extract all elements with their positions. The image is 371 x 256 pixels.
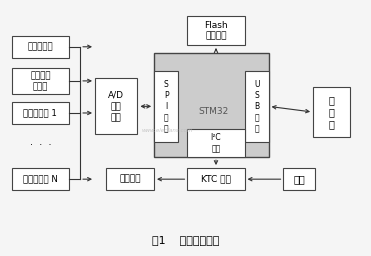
FancyBboxPatch shape: [283, 168, 315, 190]
Text: 温度传感器: 温度传感器: [27, 42, 53, 51]
FancyBboxPatch shape: [154, 53, 269, 157]
Text: 压力传感器 N: 压力传感器 N: [23, 175, 58, 184]
FancyBboxPatch shape: [187, 129, 244, 157]
FancyBboxPatch shape: [12, 36, 69, 58]
Text: Flash
存储单元: Flash 存储单元: [204, 20, 228, 41]
FancyBboxPatch shape: [244, 71, 269, 142]
Text: KTC 单元: KTC 单元: [201, 175, 231, 184]
Text: S
P
I
接
口: S P I 接 口: [164, 80, 168, 133]
Text: 压力传感器 1: 压力传感器 1: [23, 109, 58, 118]
FancyBboxPatch shape: [154, 71, 178, 142]
Text: A/D
转换
芯片: A/D 转换 芯片: [108, 91, 124, 122]
FancyBboxPatch shape: [187, 168, 244, 190]
Text: 电源控制: 电源控制: [119, 175, 141, 184]
FancyBboxPatch shape: [12, 68, 69, 94]
FancyBboxPatch shape: [106, 168, 154, 190]
Text: 计
算
机: 计 算 机: [329, 95, 334, 130]
FancyBboxPatch shape: [12, 168, 69, 190]
Text: 图1    系统原理框图: 图1 系统原理框图: [152, 235, 219, 245]
FancyBboxPatch shape: [95, 78, 137, 134]
Text: 负二价碳
传感器: 负二价碳 传感器: [30, 71, 51, 91]
Text: U
S
B
接
口: U S B 接 口: [254, 80, 259, 133]
FancyBboxPatch shape: [12, 102, 69, 124]
Text: ·  ·  ·: · · ·: [30, 140, 51, 150]
FancyBboxPatch shape: [313, 87, 350, 137]
Text: STM32: STM32: [198, 107, 229, 116]
Text: www.elecfans.com: www.elecfans.com: [141, 128, 193, 133]
FancyBboxPatch shape: [187, 16, 244, 45]
Text: I²C
接口: I²C 接口: [211, 133, 221, 153]
Text: 电池: 电池: [293, 174, 305, 184]
